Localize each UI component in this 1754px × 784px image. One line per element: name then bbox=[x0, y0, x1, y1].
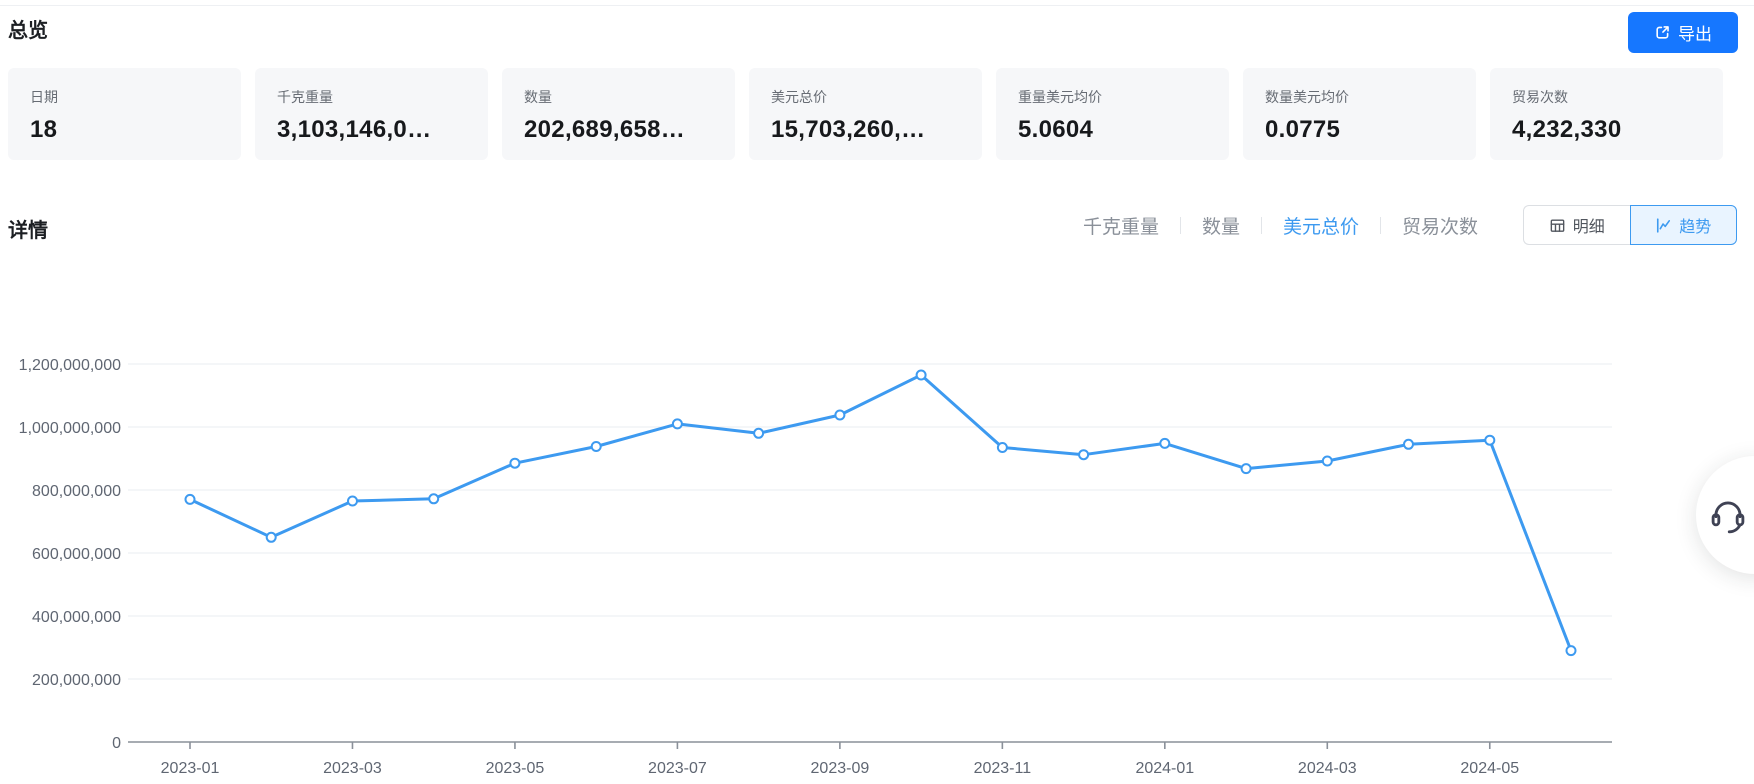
y-axis-label: 800,000,000 bbox=[32, 483, 121, 500]
stat-card-quantity: 数量 202,689,658… bbox=[502, 68, 735, 160]
x-axis-label: 2023-05 bbox=[486, 760, 545, 777]
tab-separator bbox=[1179, 216, 1181, 234]
x-axis-label: 2024-03 bbox=[1298, 760, 1357, 777]
x-axis-label: 2023-11 bbox=[974, 760, 1032, 777]
y-axis-label: 600,000,000 bbox=[32, 546, 121, 563]
data-point[interactable] bbox=[184, 493, 196, 505]
detail-view-label: 明细 bbox=[1572, 219, 1605, 236]
trend-chart-icon bbox=[1657, 217, 1671, 233]
stat-card-value: 15,703,260,… bbox=[771, 116, 926, 143]
x-axis-label: 2023-03 bbox=[323, 760, 382, 777]
stat-cards: 日期 18 千克重量 3,103,146,0… 数量 202,689,658… … bbox=[8, 68, 1723, 160]
stat-card-label: 美元总价 bbox=[771, 89, 827, 105]
data-point[interactable] bbox=[996, 442, 1008, 453]
page-title: 总览 bbox=[8, 20, 48, 42]
stat-card-label: 千克重量 bbox=[277, 89, 333, 105]
stat-card-value: 4,232,330 bbox=[1512, 116, 1622, 143]
data-point[interactable] bbox=[265, 531, 277, 543]
y-axis-label: 1,000,000,000 bbox=[19, 420, 121, 437]
data-point[interactable] bbox=[915, 369, 927, 381]
stat-card-value: 5.0604 bbox=[1018, 116, 1094, 143]
stat-card-date: 日期 18 bbox=[8, 68, 241, 160]
data-point[interactable] bbox=[1321, 455, 1333, 467]
tab-kg-weight[interactable]: 千克重量 bbox=[1082, 216, 1159, 238]
stat-card-trade-count: 贸易次数 4,232,330 bbox=[1490, 68, 1723, 160]
trend-view-label: 趋势 bbox=[1679, 219, 1712, 236]
export-button[interactable]: 导出 bbox=[1628, 12, 1738, 53]
data-point[interactable] bbox=[590, 441, 602, 452]
headset-icon bbox=[1711, 501, 1745, 534]
y-axis-label: 1,200,000,000 bbox=[19, 357, 121, 374]
data-point[interactable] bbox=[1159, 437, 1171, 449]
stat-card-label: 重量美元均价 bbox=[1018, 89, 1102, 105]
chart-line bbox=[188, 373, 1573, 653]
detail-view-button[interactable]: 明细 bbox=[1523, 205, 1630, 245]
table-icon bbox=[1550, 218, 1565, 232]
stat-card-quantity-avg-price: 数量美元均价 0.0775 bbox=[1243, 68, 1476, 160]
y-axis-label: 0 bbox=[112, 735, 121, 752]
stat-card-value: 18 bbox=[30, 116, 58, 143]
tab-usd-total[interactable]: 美元总价 bbox=[1282, 216, 1359, 238]
details-title: 详情 bbox=[8, 220, 48, 242]
stat-card-value: 3,103,146,0… bbox=[277, 116, 432, 143]
tab-quantity[interactable]: 数量 bbox=[1201, 216, 1240, 238]
stat-card-value: 202,689,658… bbox=[524, 116, 686, 143]
stat-card-label: 日期 bbox=[30, 89, 58, 105]
data-point[interactable] bbox=[834, 409, 846, 421]
stat-card-value: 0.0775 bbox=[1265, 116, 1341, 143]
data-point[interactable] bbox=[1484, 434, 1496, 446]
export-label: 导出 bbox=[1678, 25, 1712, 44]
trend-view-button[interactable]: 趋势 bbox=[1629, 205, 1737, 245]
data-point[interactable] bbox=[347, 495, 358, 507]
x-axis-label: 2023-07 bbox=[648, 760, 707, 777]
data-point[interactable] bbox=[1403, 438, 1414, 450]
view-toggle: 明细 趋势 bbox=[1523, 205, 1737, 245]
data-point[interactable] bbox=[1240, 463, 1252, 475]
x-axis-label: 2024-05 bbox=[1460, 760, 1519, 777]
tab-separator bbox=[1260, 216, 1262, 234]
metric-tabs: 千克重量 数量 美元总价 贸易次数 bbox=[1083, 208, 1478, 242]
x-axis-label: 2023-01 bbox=[161, 760, 220, 777]
x-axis-label: 2023-09 bbox=[811, 760, 870, 777]
data-point[interactable] bbox=[671, 418, 683, 430]
y-axis-label: 400,000,000 bbox=[32, 609, 121, 626]
data-point[interactable] bbox=[1565, 645, 1577, 657]
trend-line-chart: 0 200,000,000 400,000,000 600,000,000 800,00… bbox=[0, 300, 1754, 784]
data-point[interactable] bbox=[753, 427, 765, 439]
data-point[interactable] bbox=[1078, 449, 1090, 461]
tab-trade-count[interactable]: 贸易次数 bbox=[1401, 216, 1478, 238]
stat-card-label: 数量美元均价 bbox=[1265, 89, 1349, 105]
stat-card-label: 贸易次数 bbox=[1512, 89, 1568, 105]
top-divider bbox=[0, 5, 1754, 6]
export-icon bbox=[1656, 26, 1669, 39]
data-point[interactable] bbox=[428, 493, 440, 505]
stat-card-weight-avg-price: 重量美元均价 5.0604 bbox=[996, 68, 1229, 160]
stat-card-kg-weight: 千克重量 3,103,146,0… bbox=[255, 68, 488, 160]
x-axis-label: 2024-01 bbox=[1135, 760, 1194, 777]
data-point[interactable] bbox=[509, 457, 521, 469]
chart-svg: 0 200,000,000 400,000,000 600,000,000 800,00… bbox=[19, 357, 1612, 777]
stat-card-label: 数量 bbox=[524, 89, 552, 105]
tab-separator bbox=[1379, 216, 1381, 234]
y-axis-label: 200,000,000 bbox=[32, 672, 121, 689]
stat-card-usd-total: 美元总价 15,703,260,… bbox=[749, 68, 982, 160]
